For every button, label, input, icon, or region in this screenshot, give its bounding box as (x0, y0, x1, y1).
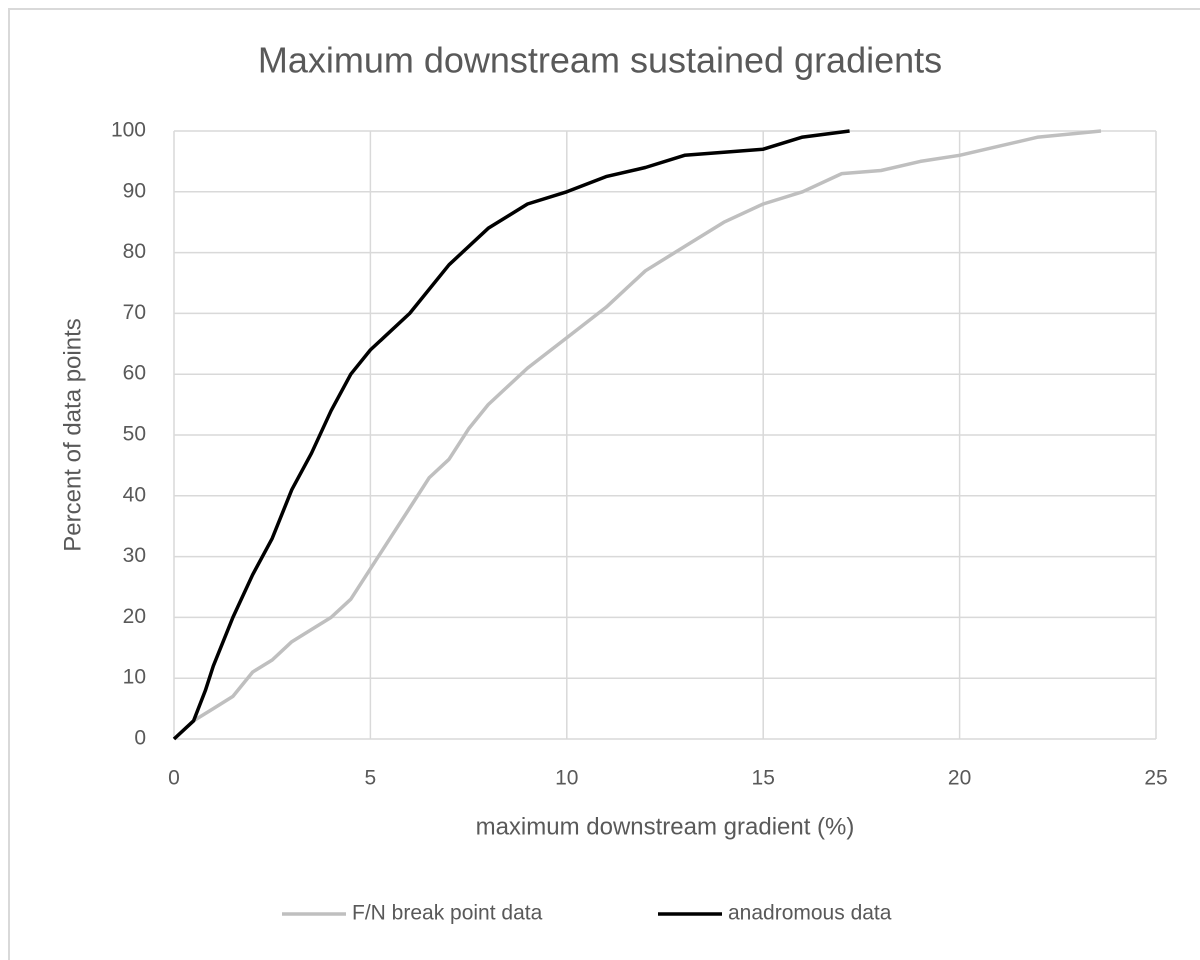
chart-title: Maximum downstream sustained gradients (258, 40, 942, 81)
y-tick-label: 30 (123, 544, 146, 567)
data-line (172, 129, 1102, 741)
y-tick-label: 10 (123, 666, 146, 689)
y-tick-label: 20 (123, 605, 146, 628)
y-axis-label: Percent of data points (59, 318, 86, 551)
y-tick-label: 40 (123, 483, 146, 506)
y-tick-label: 50 (123, 423, 146, 446)
x-tick-label: 5 (365, 767, 377, 790)
x-tick-label: 15 (752, 767, 775, 790)
legend-label: anadromous data (728, 902, 892, 925)
legend-label: F/N break point data (352, 902, 543, 925)
x-tick-label: 10 (555, 767, 578, 790)
x-tick-label: 25 (1144, 767, 1167, 790)
y-tick-label: 0 (134, 727, 146, 750)
y-tick-label: 70 (123, 301, 146, 324)
x-tick-label: 0 (168, 767, 180, 790)
x-tick-label: 20 (948, 767, 971, 790)
x-axis-label: maximum downstream gradient (%) (476, 813, 855, 840)
y-tick-label: 90 (123, 179, 146, 202)
y-tick-label: 100 (111, 119, 146, 142)
y-tick-label: 60 (123, 362, 146, 385)
y-tick-label: 80 (123, 240, 146, 263)
chart-border (8, 8, 1200, 960)
data-line (172, 129, 850, 741)
